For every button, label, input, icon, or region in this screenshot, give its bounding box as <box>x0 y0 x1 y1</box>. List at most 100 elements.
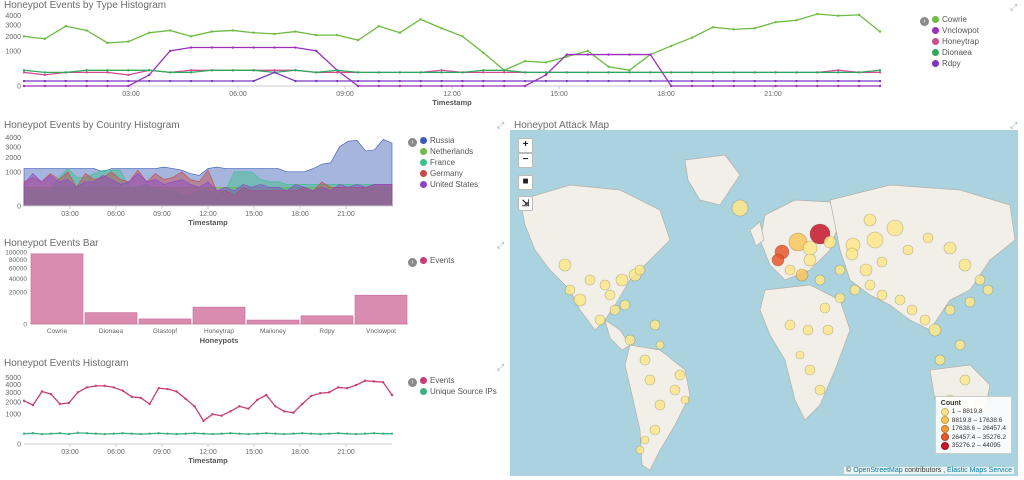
type-histogram-chart: 0 1000 2000 3000 4000 03:00 06:00 09:00 12:00 15:… <box>5 12 882 107</box>
data-point <box>711 79 715 83</box>
legend-item[interactable]: Dionaea <box>932 47 979 58</box>
expand-icon[interactable]: ⤢ <box>497 362 505 372</box>
y-tick-label: 0 <box>17 204 21 211</box>
landmass-asia <box>829 184 1016 331</box>
data-point <box>816 84 819 88</box>
data-point <box>43 71 47 74</box>
legend-dot-icon <box>420 159 427 166</box>
data-point <box>628 79 631 83</box>
data-point <box>211 432 214 436</box>
expand-icon[interactable]: ⤢ <box>1010 120 1018 130</box>
attack-bubble <box>604 289 616 301</box>
legend-label: France <box>430 158 455 167</box>
map-legend-item: 17638.6 – 26457.4 <box>940 424 1006 434</box>
fit-bounds-icon[interactable]: ⇲ <box>518 196 533 211</box>
map-legend: Count 1 – 8819.8 8819.8 – 17638.6 17638.6 … <box>934 395 1012 454</box>
y-tick-label: 5000 <box>5 375 21 382</box>
legend-item[interactable]: Events <box>420 255 454 266</box>
data-point <box>774 79 777 83</box>
data-point <box>670 44 673 48</box>
expand-icon[interactable]: ⤢ <box>497 120 505 130</box>
legend-item[interactable]: Russia <box>420 135 478 146</box>
data-point <box>732 84 736 88</box>
legend-item[interactable]: Germany <box>420 168 478 179</box>
data-point <box>127 79 130 83</box>
legend-dot-icon <box>420 148 427 155</box>
legend-item[interactable]: Honeytrap <box>932 36 979 47</box>
events-histogram-title: Honeypot Events Histogram <box>4 358 129 369</box>
legend-toggle-icon[interactable]: › <box>920 17 929 26</box>
data-point <box>586 71 589 74</box>
bar-glastopf <box>138 318 192 325</box>
data-point <box>711 71 715 74</box>
data-point <box>22 432 26 435</box>
attack-bubble <box>649 424 661 436</box>
legend-item[interactable]: United States <box>420 179 478 190</box>
y-tick-label: 0 <box>17 84 21 91</box>
expand-icon[interactable]: ⤢ <box>497 240 505 250</box>
data-point <box>43 79 47 83</box>
bar-vnclowpot <box>354 294 408 325</box>
data-point <box>878 30 882 33</box>
data-point <box>106 41 109 45</box>
data-point <box>318 432 322 436</box>
attack-bubble <box>834 264 846 276</box>
data-point <box>247 407 250 410</box>
attack-map[interactable]: + − ■ ⇲ Count 1 – 8819.8 8819.8 – 17638.6… <box>510 130 1018 476</box>
legend-item[interactable]: Unique Source IPs <box>420 386 497 397</box>
legend-item[interactable]: Cowrie <box>932 14 979 25</box>
legend-item[interactable]: France <box>420 157 478 168</box>
zoom-in-button[interactable]: + <box>518 138 533 153</box>
attack-bubble <box>834 292 846 304</box>
attack-bubble <box>954 339 966 351</box>
data-point <box>94 432 98 435</box>
elastic-maps-link[interactable]: Elastic Maps Service <box>947 467 1012 474</box>
y-tick-label: 80000 <box>9 257 27 264</box>
type-histogram-panel: Honeypot Events by Type Histogram 0 1000 2… <box>0 0 1024 116</box>
zoom-out-button[interactable]: − <box>518 153 533 168</box>
data-point <box>419 71 422 74</box>
data-point <box>22 69 26 72</box>
data-point <box>121 389 124 392</box>
y-tick-label: 40000 <box>9 276 27 283</box>
data-point <box>816 12 819 16</box>
events-histogram-legend: Events Unique Source IPs <box>420 375 497 397</box>
osm-link[interactable]: OpenStreetMap <box>853 467 903 474</box>
map-legend-label: 1 – 8819.8 <box>951 408 983 416</box>
attack-bubble <box>795 350 805 360</box>
data-point <box>377 24 381 28</box>
data-point <box>273 32 276 36</box>
data-point <box>184 432 187 435</box>
data-point <box>377 71 381 74</box>
legend-item[interactable]: Rdpy <box>932 58 979 69</box>
data-point <box>76 391 80 394</box>
data-point <box>363 379 367 382</box>
data-point <box>106 69 109 72</box>
data-point <box>189 35 193 38</box>
legend-toggle-icon[interactable]: › <box>408 378 417 387</box>
legend-toggle-icon[interactable]: › <box>408 138 417 147</box>
legend-item[interactable]: Netherlands <box>420 146 478 157</box>
bar-mailoney <box>246 319 300 325</box>
data-point <box>139 432 142 436</box>
series-line-vnclowpot <box>24 46 880 87</box>
data-point <box>292 411 295 414</box>
legend-toggle-icon[interactable]: › <box>408 258 417 267</box>
legend-dot-icon <box>420 388 427 395</box>
data-point <box>252 46 255 49</box>
series-line-dionaea <box>23 69 881 74</box>
data-point <box>356 84 360 88</box>
data-point <box>127 73 130 77</box>
data-point <box>139 396 142 400</box>
expand-icon[interactable]: ⤢ <box>1010 2 1018 12</box>
map-legend-label: 35276.2 – 44095 <box>951 442 1001 450</box>
legend-item[interactable]: Vnclowpot <box>932 25 979 36</box>
draw-rectangle-icon[interactable]: ■ <box>518 175 533 190</box>
x-tick-label: 15:00 <box>245 211 263 218</box>
data-point <box>372 432 376 435</box>
legend-item[interactable]: Events <box>420 375 497 386</box>
data-point <box>85 432 89 435</box>
data-point <box>774 71 777 74</box>
attack-bubble <box>902 244 914 256</box>
data-point <box>220 432 223 435</box>
